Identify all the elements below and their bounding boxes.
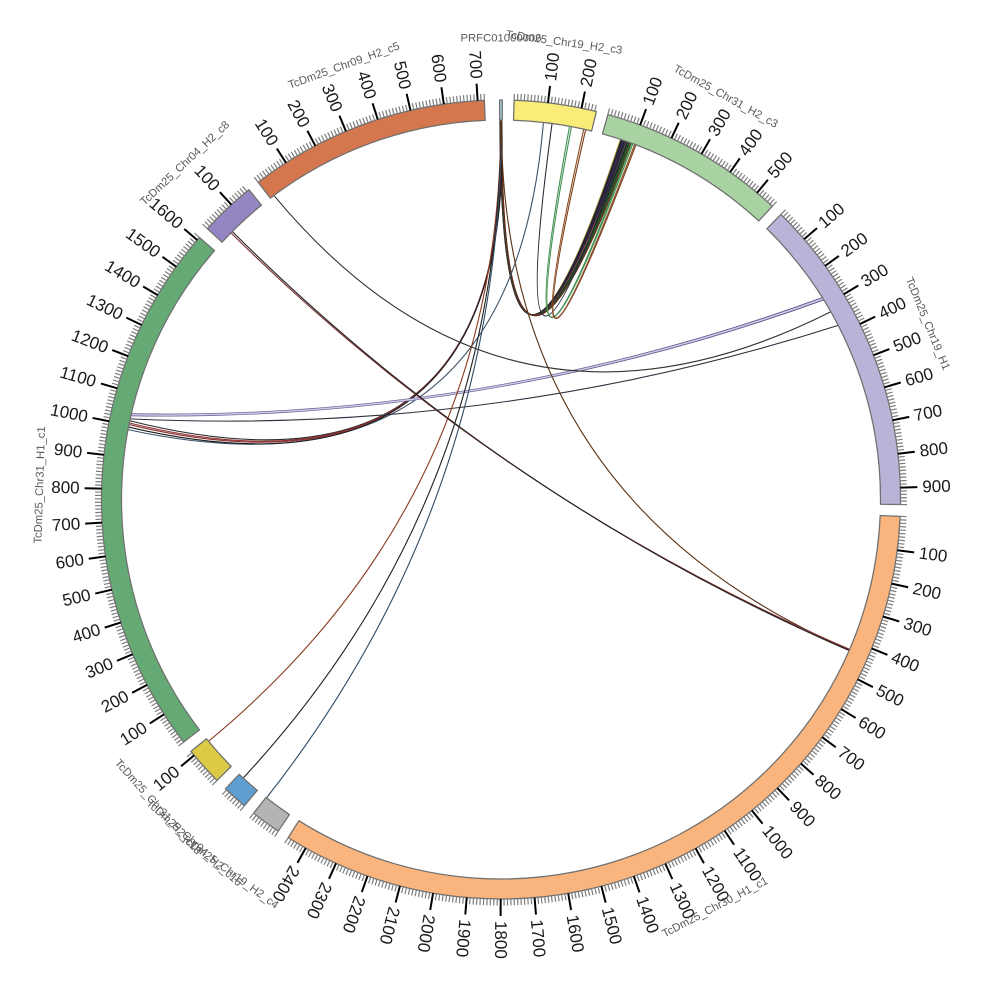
svg-text:700: 700 [51, 514, 80, 535]
svg-text:800: 800 [51, 478, 80, 498]
svg-text:900: 900 [53, 440, 83, 462]
svg-text:PRFC01000006: PRFC01000006 [460, 33, 541, 45]
svg-text:TcDm25_Chr31_H1_c1: TcDm25_Chr31_H1_c1 [32, 426, 48, 544]
svg-text:1700: 1700 [527, 919, 549, 958]
svg-text:700: 700 [465, 50, 486, 79]
svg-text:100: 100 [918, 544, 949, 566]
svg-text:1800: 1800 [491, 921, 510, 959]
svg-text:900: 900 [922, 477, 951, 497]
svg-text:600: 600 [54, 550, 85, 573]
svg-text:600: 600 [427, 53, 450, 84]
svg-text:800: 800 [919, 439, 949, 461]
svg-text:100: 100 [541, 52, 563, 82]
svg-text:1900: 1900 [452, 919, 474, 958]
